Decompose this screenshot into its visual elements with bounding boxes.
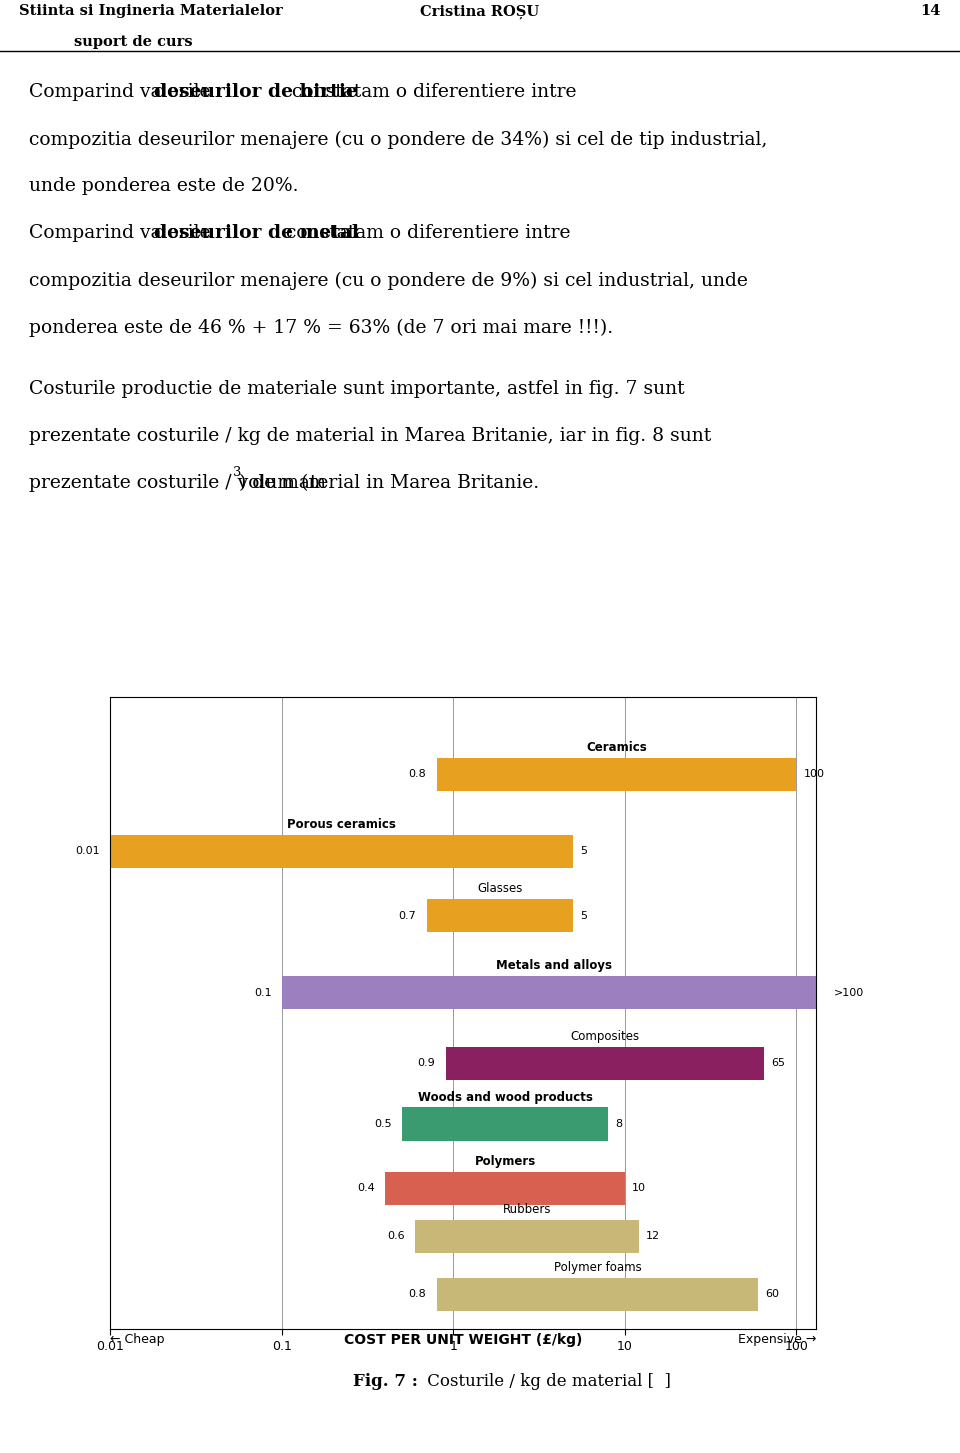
Text: Ceramics: Ceramics [587,741,647,754]
Text: Expensive →: Expensive → [737,1332,816,1345]
Text: deseurilor de hirtie: deseurilor de hirtie [155,83,358,102]
Text: 0.8: 0.8 [409,770,426,779]
Text: ) de material in Marea Britanie.: ) de material in Marea Britanie. [239,474,540,493]
Text: 12: 12 [646,1232,660,1241]
Text: 10: 10 [632,1183,646,1193]
Text: 60: 60 [765,1289,780,1299]
Text: Cristina ROȘU: Cristina ROȘU [420,4,540,19]
Bar [402,1107,609,1141]
Text: 0.7: 0.7 [398,911,417,921]
Text: 0.1: 0.1 [253,988,272,998]
Text: 65: 65 [772,1058,785,1068]
Text: 0.9: 0.9 [418,1058,435,1068]
Text: prezentate costurile / volum (m: prezentate costurile / volum (m [29,474,325,493]
Bar [282,976,827,1010]
Text: Glasses: Glasses [477,882,523,895]
Text: 0.8: 0.8 [409,1289,426,1299]
Text: Costurile / kg de material [  ]: Costurile / kg de material [ ] [422,1373,671,1389]
Text: Metals and alloys: Metals and alloys [496,959,612,972]
Bar [445,1046,764,1080]
Text: 8: 8 [615,1119,622,1129]
Text: constatam o diferentiere intre: constatam o diferentiere intre [286,83,577,102]
Text: compozitia deseurilor menajere (cu o pondere de 34%) si cel de tip industrial,: compozitia deseurilor menajere (cu o pon… [29,131,767,148]
Text: Comparind valorile: Comparind valorile [29,83,216,102]
Text: 14: 14 [921,4,941,19]
Bar [110,835,573,867]
Text: 0.4: 0.4 [357,1183,374,1193]
Bar [437,1277,758,1311]
Text: 100: 100 [804,770,825,779]
Text: Polymer foams: Polymer foams [554,1261,641,1274]
Text: 0.5: 0.5 [373,1119,392,1129]
Bar [416,1219,638,1252]
Text: deseurilor de metal: deseurilor de metal [155,224,359,243]
Text: ponderea este de 46 % + 17 % = 63% (de 7 ori mai mare !!!).: ponderea este de 46 % + 17 % = 63% (de 7… [29,318,612,337]
Text: Costurile productie de materiale sunt importante, astfel in fig. 7 sunt: Costurile productie de materiale sunt im… [29,379,684,398]
Text: Fig. 7 :: Fig. 7 : [352,1373,418,1389]
Text: >100: >100 [833,988,864,998]
Text: suport de curs: suport de curs [75,35,193,48]
Bar [385,1171,625,1205]
Text: compozitia deseurilor menajere (cu o pondere de 9%) si cel industrial, unde: compozitia deseurilor menajere (cu o pon… [29,272,748,289]
Text: prezentate costurile / kg de material in Marea Britanie, iar in fig. 8 sunt: prezentate costurile / kg de material in… [29,427,711,445]
Bar [427,899,573,933]
Text: ← Cheap: ← Cheap [110,1332,165,1345]
Text: Polymers: Polymers [474,1155,536,1168]
Text: constatam o diferentiere intre: constatam o diferentiere intre [279,224,570,243]
Text: 0.01: 0.01 [76,847,100,856]
Text: Porous ceramics: Porous ceramics [287,818,396,831]
Bar [437,758,797,790]
Text: 5: 5 [581,911,588,921]
Text: COST PER UNIT WEIGHT (£/kg): COST PER UNIT WEIGHT (£/kg) [344,1332,583,1347]
Text: Composites: Composites [570,1030,639,1043]
Text: Stiinta si Ingineria Materialelor: Stiinta si Ingineria Materialelor [19,4,283,19]
Text: Rubbers: Rubbers [503,1203,551,1216]
Text: unde ponderea este de 20%.: unde ponderea este de 20%. [29,177,299,195]
Text: Comparind valorile: Comparind valorile [29,224,216,243]
Text: 0.6: 0.6 [388,1232,405,1241]
Text: Woods and wood products: Woods and wood products [418,1091,592,1104]
Text: 3: 3 [233,466,242,479]
Text: 5: 5 [581,847,588,856]
